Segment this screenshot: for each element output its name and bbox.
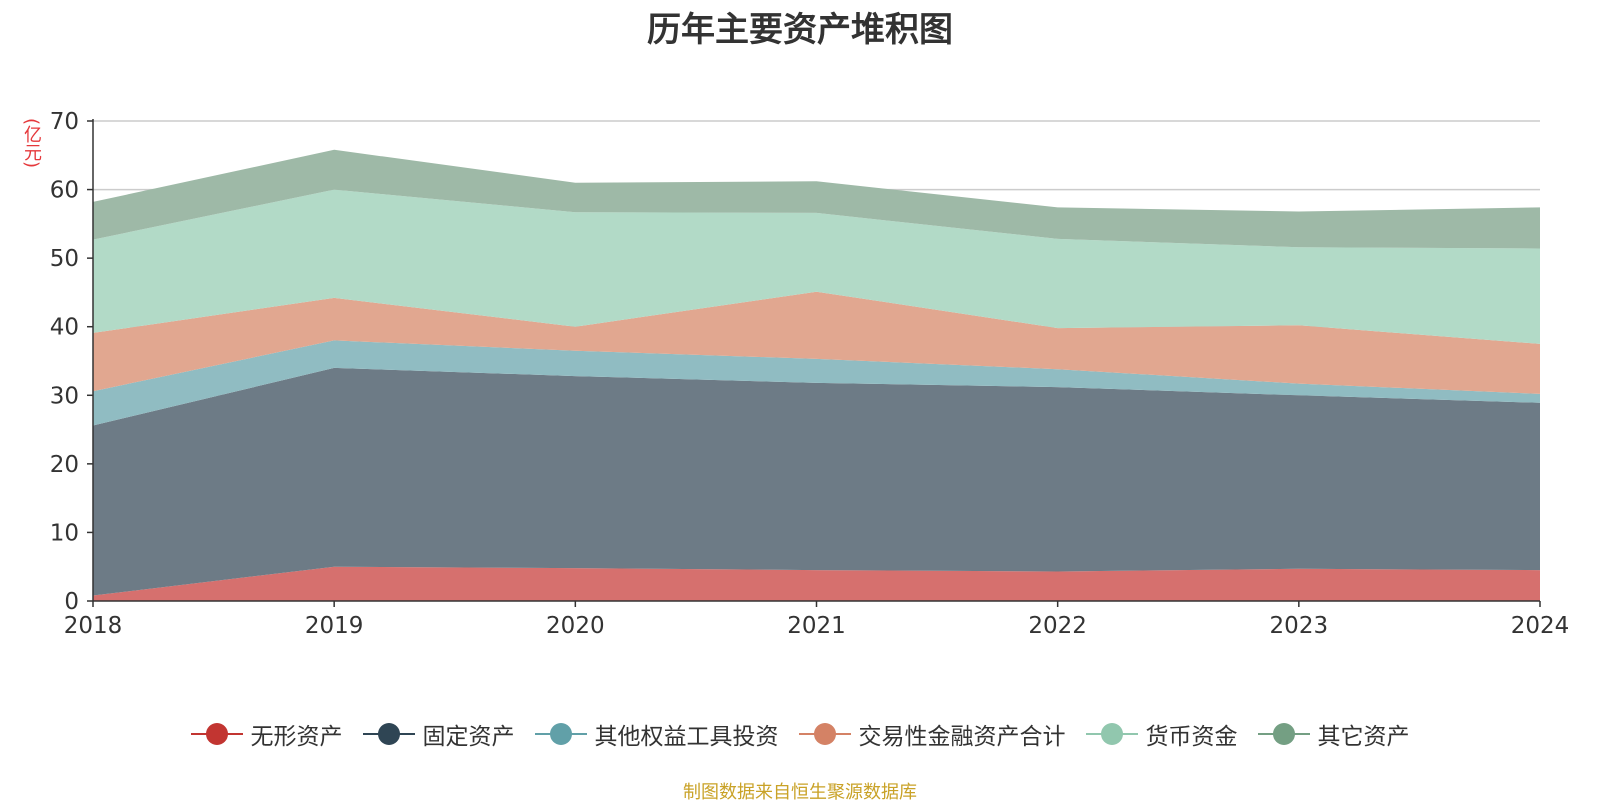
y-tick-label: 60 <box>50 178 79 204</box>
axes: 0 10 20 30 40 50 60 70 2018 2019 2020 2021 2022 2023 2… <box>50 109 1570 639</box>
area-series-3 <box>93 340 1540 426</box>
chart-title: 历年主要资产堆积图 <box>647 10 953 50</box>
x-tick-label: 2019 <box>305 613 364 639</box>
x-tick-label: 2024 <box>1511 613 1570 639</box>
legend-marker-icon <box>798 721 851 747</box>
legend-item[interactable]: 其它资产 <box>1257 717 1410 751</box>
legend-item[interactable]: 货币资金 <box>1085 717 1238 751</box>
legend-marker-icon <box>190 721 243 747</box>
legend-label: 其他权益工具投资 <box>594 724 779 750</box>
legend-marker-dot <box>205 723 228 745</box>
legend-marker-icon <box>534 721 587 747</box>
legend-marker-dot <box>1272 723 1295 745</box>
legend-marker-dot <box>377 723 400 745</box>
legend-item[interactable]: 无形资产 <box>190 717 343 751</box>
legend-label: 固定资产 <box>422 724 515 750</box>
y-tick-label: 40 <box>50 315 79 341</box>
y-tick-label: 20 <box>50 452 79 478</box>
legend-label: 货币资金 <box>1145 724 1238 750</box>
legend-label: 交易性金融资产合计 <box>858 724 1066 750</box>
area-series-2 <box>93 367 1540 596</box>
y-tick-label: 10 <box>50 520 79 546</box>
legend-label: 无形资产 <box>250 724 343 750</box>
y-tick-label: 70 <box>50 109 79 135</box>
area-series <box>93 149 1540 601</box>
legend-label: 其它资产 <box>1317 724 1410 750</box>
legend-marker-dot <box>813 723 836 745</box>
legend-marker-icon <box>1085 721 1138 747</box>
legend-marker-icon <box>362 721 415 747</box>
legend-item[interactable]: 交易性金融资产合计 <box>798 717 1066 751</box>
x-tick-label: 2023 <box>1270 613 1329 639</box>
legend-marker-dot <box>1100 723 1123 745</box>
legend-marker-icon <box>1257 721 1310 747</box>
x-tick-label: 2022 <box>1028 613 1087 639</box>
x-tick-label: 2018 <box>64 613 123 639</box>
area-series-4 <box>93 291 1540 394</box>
legend-item[interactable]: 其他权益工具投资 <box>534 717 779 751</box>
area-series-5 <box>93 189 1540 344</box>
y-tick-label: 30 <box>50 383 79 409</box>
area-series-1 <box>93 566 1540 601</box>
legend-marker-dot <box>549 723 572 745</box>
area-series-6 <box>93 149 1540 249</box>
legend-item[interactable]: 固定资产 <box>362 717 515 751</box>
legend: 无形资产 固定资产 其他权益工具投资 交易性金融资产合计 货币资金 其它资产 <box>0 714 1600 754</box>
x-tick-label: 2020 <box>546 613 605 639</box>
x-tick-label: 2021 <box>787 613 846 639</box>
y-tick-label: 0 <box>64 589 79 615</box>
data-source-note: 制图数据来自恒生聚源数据库 <box>683 782 917 803</box>
y-tick-label: 50 <box>50 246 79 272</box>
y-axis-unit-label: (亿元) <box>21 118 42 169</box>
